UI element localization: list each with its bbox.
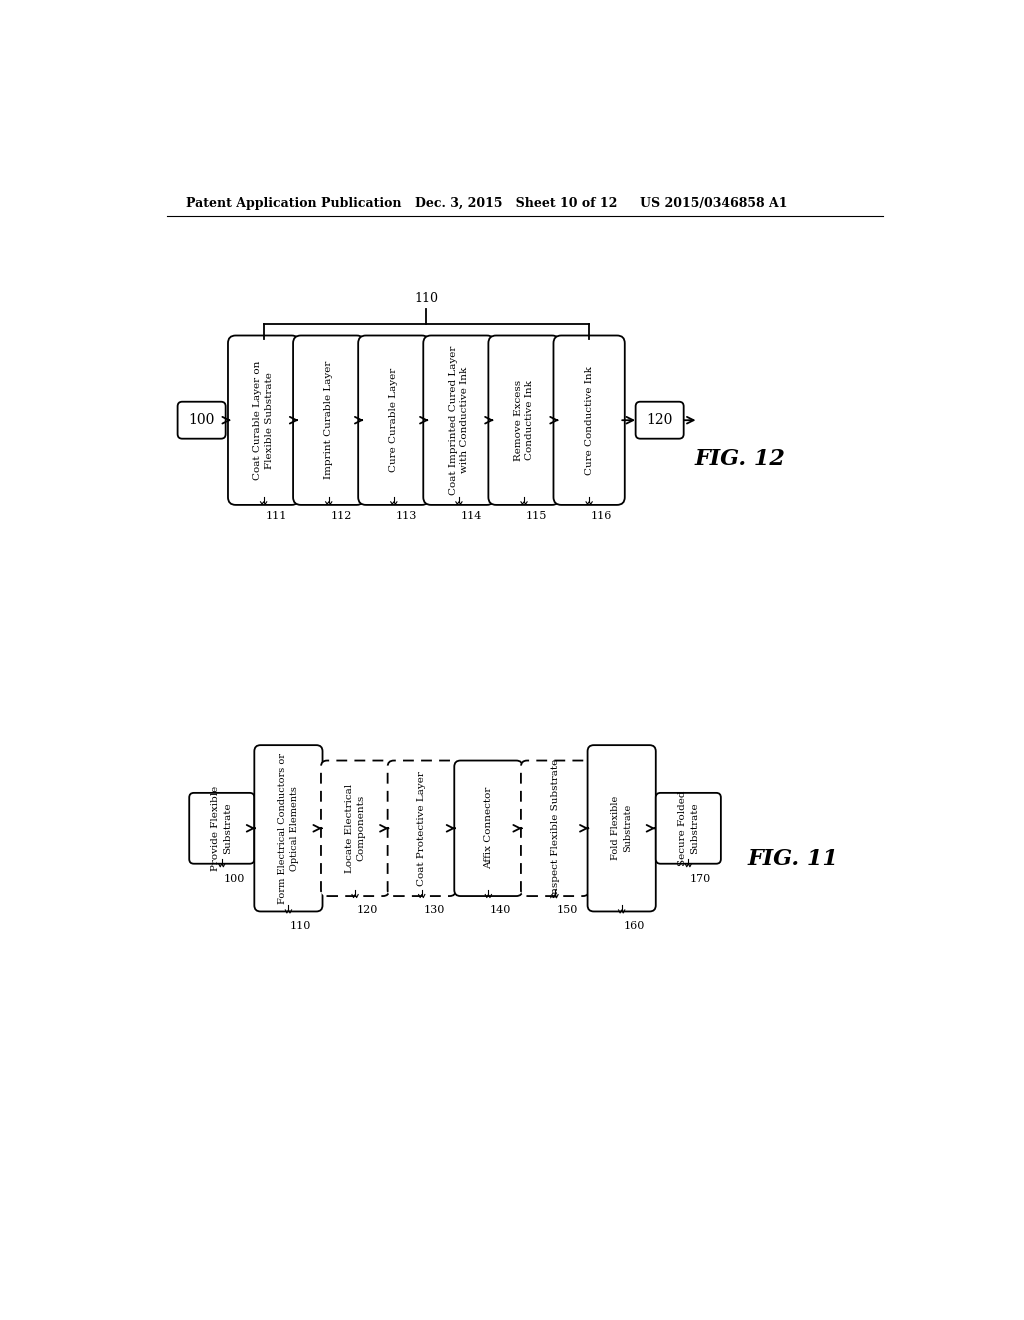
Text: Affix Connector: Affix Connector [484,787,493,870]
FancyBboxPatch shape [655,793,721,863]
Text: Cure Curable Layer: Cure Curable Layer [389,368,398,473]
Text: Dec. 3, 2015   Sheet 10 of 12: Dec. 3, 2015 Sheet 10 of 12 [415,197,617,210]
Text: Coat Protective Layer: Coat Protective Layer [417,771,426,886]
Text: 112: 112 [331,511,351,521]
FancyBboxPatch shape [455,760,522,896]
FancyBboxPatch shape [588,744,655,911]
FancyBboxPatch shape [423,335,495,506]
Text: Remove Excess
Conductive Ink: Remove Excess Conductive Ink [514,380,535,461]
FancyBboxPatch shape [177,401,225,438]
FancyBboxPatch shape [189,793,254,863]
Text: 150: 150 [557,906,578,915]
Text: 170: 170 [690,875,711,884]
Text: Secure Folded
Substrate: Secure Folded Substrate [678,791,698,866]
FancyBboxPatch shape [488,335,560,506]
Text: 100: 100 [188,413,215,428]
Text: 113: 113 [395,511,417,521]
Text: 115: 115 [525,511,547,521]
Text: 110: 110 [415,292,438,305]
Text: 111: 111 [265,511,287,521]
FancyBboxPatch shape [388,760,456,896]
Text: Coat Curable Layer on
Flexible Substrate: Coat Curable Layer on Flexible Substrate [253,360,274,480]
FancyBboxPatch shape [254,744,323,911]
Text: 120: 120 [356,906,378,915]
FancyBboxPatch shape [321,760,389,896]
FancyBboxPatch shape [293,335,365,506]
Text: Imprint Curable Layer: Imprint Curable Layer [325,360,333,479]
Text: Coat Imprinted Cured Layer
with Conductive Ink: Coat Imprinted Cured Layer with Conducti… [449,346,469,495]
FancyBboxPatch shape [358,335,429,506]
FancyBboxPatch shape [521,760,589,896]
Text: Provide Flexible
Substrate: Provide Flexible Substrate [211,785,232,871]
Text: FIG. 11: FIG. 11 [748,849,838,870]
Text: FIG. 12: FIG. 12 [694,447,785,470]
Text: Fold Flexible
Substrate: Fold Flexible Substrate [611,796,632,861]
FancyBboxPatch shape [636,401,684,438]
Text: 116: 116 [591,511,612,521]
Text: 130: 130 [423,906,444,915]
Text: Form Electrical Conductors or
Optical Elements: Form Electrical Conductors or Optical El… [279,752,299,904]
Text: 120: 120 [646,413,673,428]
Text: Locate Electrical
Components: Locate Electrical Components [345,784,366,873]
FancyBboxPatch shape [228,335,299,506]
Text: 110: 110 [290,921,311,931]
Text: Cure Conductive Ink: Cure Conductive Ink [585,366,594,475]
Text: Patent Application Publication: Patent Application Publication [186,197,401,210]
Text: 100: 100 [223,875,245,884]
Text: 114: 114 [461,511,482,521]
Text: 140: 140 [489,906,511,915]
Text: US 2015/0346858 A1: US 2015/0346858 A1 [640,197,787,210]
FancyBboxPatch shape [554,335,625,506]
Text: Inspect Flexible Substrate: Inspect Flexible Substrate [551,759,559,898]
Text: 160: 160 [624,921,644,931]
